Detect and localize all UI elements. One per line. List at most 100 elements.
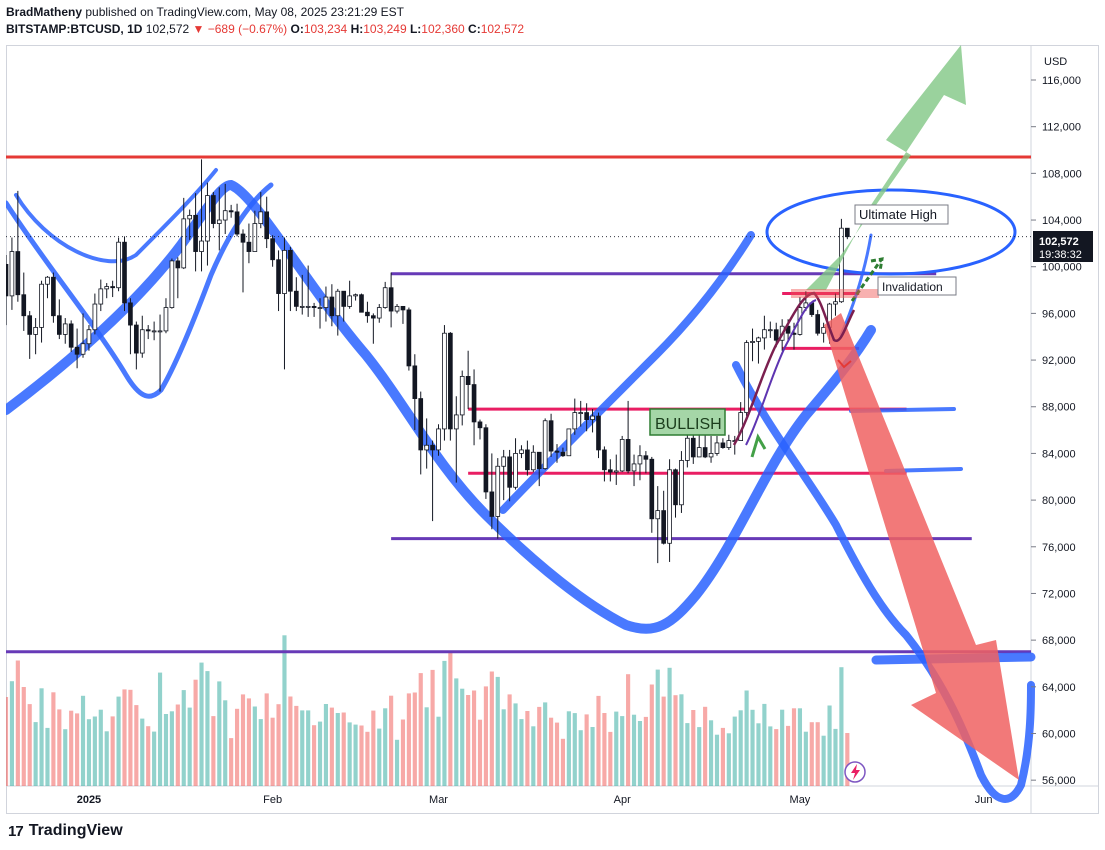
candle-body xyxy=(572,412,578,430)
y-tick-label: 104,000 xyxy=(1042,215,1082,227)
small-up-arrow xyxy=(750,433,767,458)
volume-bar xyxy=(590,727,595,786)
candle-body xyxy=(590,415,595,420)
y-tick-label: 100,000 xyxy=(1042,262,1082,274)
volume-bar xyxy=(389,695,394,786)
volume-bar xyxy=(377,728,382,786)
volume-bar xyxy=(637,721,643,786)
publish-line: BradMatheny published on TradingView.com… xyxy=(6,4,524,21)
candle-body xyxy=(335,290,341,317)
lightning-icon[interactable] xyxy=(844,761,866,783)
volume-bar xyxy=(460,688,465,786)
volume-bar xyxy=(489,671,494,786)
x-tick-label: 2025 xyxy=(77,794,101,806)
volume-bar xyxy=(833,728,838,786)
candle-body xyxy=(845,227,850,238)
x-tick-label: May xyxy=(790,794,811,806)
volume-bar xyxy=(803,731,808,786)
candle-body xyxy=(418,398,424,451)
volume-bar xyxy=(45,727,50,786)
candle-body xyxy=(548,420,554,452)
candle-body xyxy=(62,323,68,335)
y-tick-label: 96,000 xyxy=(1042,308,1076,320)
volume-bar xyxy=(483,686,488,786)
chart-frame[interactable]: Ultimate High Invalidation BULLISH USD 5… xyxy=(1,45,1099,814)
candle-body xyxy=(169,260,175,308)
volume-bar xyxy=(513,703,518,786)
volume-bar xyxy=(21,687,26,786)
invalidation-label[interactable]: Invalidation xyxy=(877,276,957,296)
price-chart[interactable]: Ultimate High Invalidation BULLISH USD 5… xyxy=(1,45,1099,814)
volume-bar xyxy=(181,690,186,786)
volume-bar xyxy=(738,710,743,786)
volume-bar xyxy=(537,706,542,786)
candle-body xyxy=(299,305,305,308)
blue-drawing xyxy=(14,168,218,264)
x-tick-label: Feb xyxy=(263,794,282,806)
volume-bar xyxy=(264,693,269,786)
volume-bar xyxy=(146,726,151,786)
candle-body xyxy=(459,376,465,416)
candle-body xyxy=(815,314,821,334)
candle-body xyxy=(667,469,672,544)
candle-body xyxy=(216,219,222,224)
candle-body xyxy=(453,414,459,430)
change-value: ▼ −689 (−0.67%) xyxy=(192,22,288,36)
bullish-label[interactable]: BULLISH xyxy=(649,408,726,436)
candle-body xyxy=(68,323,74,348)
volume-bar xyxy=(726,733,731,786)
volume-bar xyxy=(300,710,305,786)
volume-bar xyxy=(732,716,737,786)
candle-body xyxy=(542,420,548,469)
volume-bar xyxy=(223,700,228,786)
volume-bar xyxy=(193,679,198,786)
volume-bar xyxy=(418,673,423,786)
price-badge-text: 102,572 xyxy=(1039,236,1079,248)
candle-body xyxy=(128,302,133,326)
volume-bar xyxy=(306,710,311,786)
ultimate-high-label[interactable]: Ultimate High xyxy=(854,204,949,225)
volume-bar xyxy=(815,722,820,786)
volume-bar xyxy=(51,692,56,786)
volume-bar xyxy=(631,714,637,786)
symbol-label[interactable]: BITSTAMP:BTCUSD, 1D xyxy=(6,22,143,36)
blue-drawings xyxy=(1,168,1036,803)
candle-body xyxy=(45,276,50,285)
candle-body xyxy=(270,238,275,261)
tradingview-logo[interactable]: 17 TradingView xyxy=(8,822,123,840)
candle-body xyxy=(211,195,216,224)
ohlc-line: BITSTAMP:BTCUSD, 1D 102,572 ▼ −689 (−0.6… xyxy=(6,21,524,38)
volume-bar xyxy=(27,704,32,786)
volume-bar xyxy=(602,713,607,786)
volume-bar xyxy=(323,704,329,786)
candle-body xyxy=(631,463,637,472)
candle-body xyxy=(448,332,453,430)
volume-bar xyxy=(152,731,157,786)
volume-bar xyxy=(649,684,654,786)
candle-body xyxy=(477,421,483,429)
x-tick-label: Mar xyxy=(429,794,448,806)
volume-bar xyxy=(69,710,74,786)
candle-body xyxy=(566,428,572,457)
open-value: 103,234 xyxy=(303,22,348,36)
author-name[interactable]: BradMatheny xyxy=(6,5,83,19)
candle-body xyxy=(661,510,666,544)
candle-body xyxy=(9,251,15,297)
candle-body xyxy=(175,260,181,269)
volume-bar xyxy=(466,695,471,786)
horizontal-levels xyxy=(6,155,1031,654)
candle-body xyxy=(187,214,192,220)
volume-bar xyxy=(157,672,163,786)
volume-bar xyxy=(80,695,86,786)
volume-bar xyxy=(495,676,500,786)
candle-body xyxy=(507,456,512,488)
y-tick-label: 60,000 xyxy=(1042,728,1076,740)
candle-body xyxy=(519,449,524,454)
open-label: O: xyxy=(290,22,304,36)
candle-body xyxy=(293,290,299,307)
tradingview-brand: TradingView xyxy=(28,822,123,839)
y-tick-label: 112,000 xyxy=(1042,122,1081,134)
candle-body xyxy=(785,325,791,334)
volume-bar xyxy=(252,706,257,786)
candle-body xyxy=(39,283,44,328)
